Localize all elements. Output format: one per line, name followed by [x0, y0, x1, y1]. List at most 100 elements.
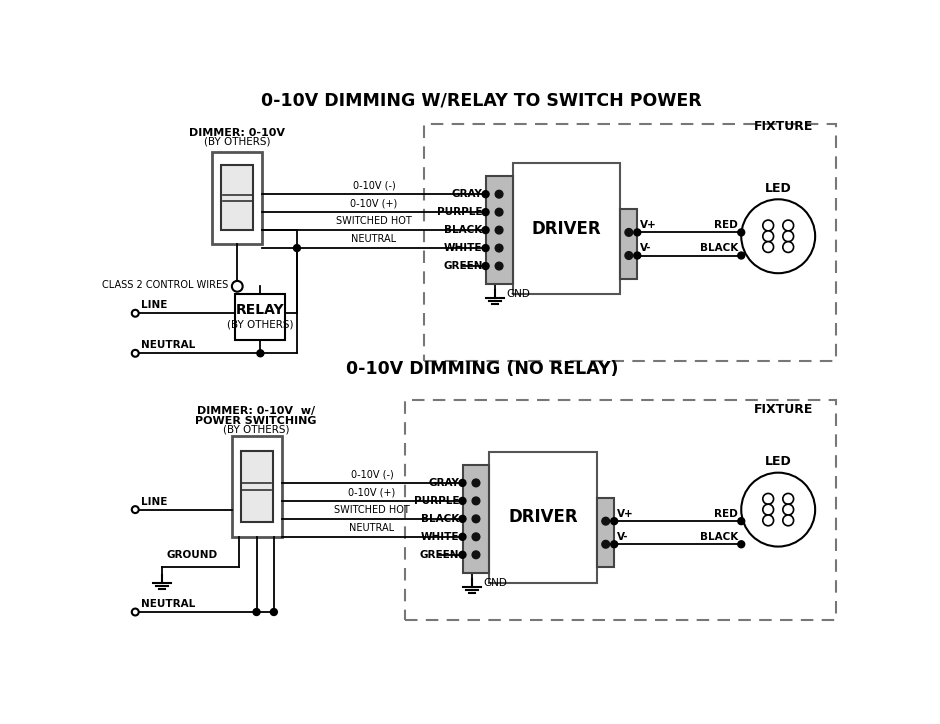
Text: 0-10V (-): 0-10V (-) — [352, 180, 396, 190]
Text: SWITCHED HOT: SWITCHED HOT — [337, 216, 412, 226]
Bar — [512, 163, 620, 294]
Text: DRIVER: DRIVER — [532, 219, 602, 237]
Circle shape — [742, 199, 815, 273]
Text: GREEN: GREEN — [420, 550, 460, 560]
Text: LINE: LINE — [141, 300, 167, 310]
Text: LED: LED — [765, 182, 791, 195]
Text: 0-10V (+): 0-10V (+) — [351, 198, 398, 209]
Text: RED: RED — [714, 509, 738, 519]
Text: WHITE: WHITE — [421, 532, 460, 542]
Circle shape — [472, 515, 479, 523]
Circle shape — [132, 350, 139, 357]
Bar — [620, 209, 637, 279]
Text: NEUTRAL: NEUTRAL — [141, 340, 196, 350]
Text: 0-10V DIMMING (NO RELAY): 0-10V DIMMING (NO RELAY) — [346, 360, 618, 378]
Text: GND: GND — [507, 289, 531, 299]
Text: V-: V- — [618, 532, 629, 542]
Circle shape — [783, 504, 793, 515]
Circle shape — [482, 227, 489, 234]
Text: BLACK: BLACK — [445, 225, 482, 235]
Circle shape — [132, 506, 139, 513]
Text: NEUTRAL: NEUTRAL — [352, 235, 397, 244]
Circle shape — [738, 518, 744, 525]
Text: RED: RED — [714, 220, 738, 230]
Circle shape — [482, 245, 489, 251]
Text: PURPLE: PURPLE — [414, 496, 460, 506]
Circle shape — [783, 494, 793, 504]
Text: (BY OTHERS): (BY OTHERS) — [204, 137, 270, 147]
Circle shape — [738, 229, 744, 236]
Circle shape — [495, 226, 503, 234]
Circle shape — [459, 534, 466, 540]
Circle shape — [611, 518, 618, 525]
Text: (BY OTHERS): (BY OTHERS) — [223, 425, 290, 435]
Text: SWITCHED HOT: SWITCHED HOT — [334, 505, 410, 515]
Text: LED: LED — [765, 455, 791, 468]
Text: GREEN: GREEN — [443, 261, 482, 271]
Circle shape — [472, 497, 479, 505]
Circle shape — [495, 190, 503, 198]
Text: BLACK: BLACK — [700, 243, 738, 253]
Circle shape — [271, 609, 277, 615]
Text: 0-10V (-): 0-10V (-) — [351, 469, 394, 479]
Text: GND: GND — [484, 578, 508, 588]
Circle shape — [495, 244, 503, 252]
Circle shape — [625, 229, 633, 236]
Circle shape — [762, 494, 774, 504]
Text: POWER SWITCHING: POWER SWITCHING — [196, 416, 317, 426]
Text: RELAY: RELAY — [236, 303, 285, 317]
Bar — [424, 124, 836, 361]
Text: V+: V+ — [618, 509, 634, 519]
Text: V+: V+ — [640, 220, 657, 230]
Text: DIMMER: 0-10V  w/: DIMMER: 0-10V w/ — [197, 406, 315, 416]
Bar — [241, 452, 273, 521]
Circle shape — [762, 515, 774, 526]
Text: LINE: LINE — [141, 497, 167, 507]
Text: DIMMER: 0-10V: DIMMER: 0-10V — [189, 127, 285, 138]
Circle shape — [472, 551, 479, 559]
Circle shape — [762, 504, 774, 515]
Circle shape — [253, 609, 260, 615]
Circle shape — [459, 551, 466, 558]
Circle shape — [459, 515, 466, 522]
Circle shape — [495, 262, 503, 270]
Circle shape — [738, 541, 744, 548]
Text: BLACK: BLACK — [700, 532, 738, 542]
Circle shape — [742, 473, 815, 547]
Bar — [490, 452, 597, 583]
Text: 0-10V (+): 0-10V (+) — [349, 487, 396, 497]
Text: GRAY: GRAY — [451, 189, 482, 199]
Bar — [221, 165, 253, 230]
Bar — [235, 294, 286, 340]
Circle shape — [611, 541, 618, 548]
Circle shape — [293, 245, 301, 251]
Text: 0-10V DIMMING W/RELAY TO SWITCH POWER: 0-10V DIMMING W/RELAY TO SWITCH POWER — [261, 92, 702, 110]
Text: CLASS 2 CONTROL WIRES: CLASS 2 CONTROL WIRES — [102, 279, 228, 290]
Text: DRIVER: DRIVER — [509, 508, 578, 526]
Text: (BY OTHERS): (BY OTHERS) — [227, 319, 293, 329]
Circle shape — [132, 609, 139, 615]
Circle shape — [634, 252, 641, 259]
Circle shape — [132, 310, 139, 316]
Text: NEUTRAL: NEUTRAL — [350, 523, 395, 533]
Circle shape — [495, 209, 503, 216]
Circle shape — [762, 242, 774, 253]
Circle shape — [482, 190, 489, 198]
Text: GRAY: GRAY — [429, 478, 460, 488]
Text: FIXTURE: FIXTURE — [754, 403, 813, 416]
Text: BLACK: BLACK — [421, 514, 460, 524]
Circle shape — [783, 220, 793, 231]
Bar — [486, 176, 512, 284]
Text: FIXTURE: FIXTURE — [754, 120, 813, 133]
Circle shape — [762, 220, 774, 231]
Circle shape — [482, 263, 489, 269]
Bar — [212, 151, 262, 244]
Circle shape — [783, 231, 793, 242]
Circle shape — [472, 479, 479, 487]
Text: V-: V- — [640, 243, 651, 253]
Circle shape — [459, 497, 466, 505]
Circle shape — [783, 242, 793, 253]
Bar — [462, 465, 490, 573]
Text: WHITE: WHITE — [444, 243, 482, 253]
Circle shape — [738, 252, 744, 259]
